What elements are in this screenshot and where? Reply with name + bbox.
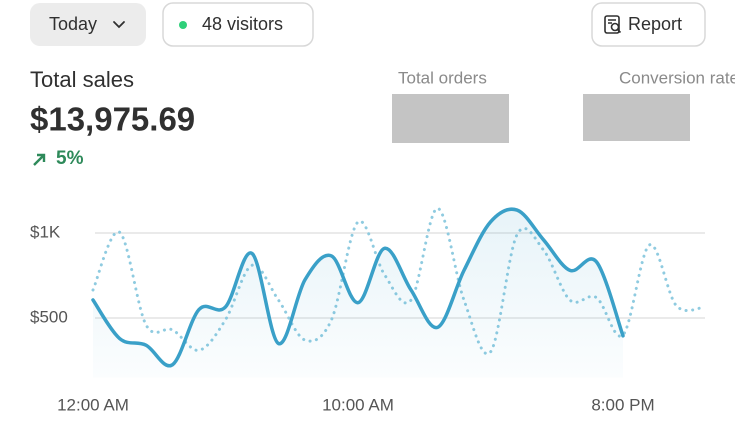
report-button[interactable]: Report xyxy=(591,2,706,47)
y-tick-label: $1K xyxy=(30,222,61,241)
date-button[interactable]: Today xyxy=(30,3,146,46)
trend-arrow xyxy=(33,153,46,166)
redacted-value xyxy=(392,94,509,143)
metric-label: Total orders xyxy=(398,68,487,87)
date-label: Today xyxy=(49,14,97,34)
visitors-label: 48 visitors xyxy=(202,14,283,34)
line xyxy=(91,207,625,368)
x-tick-label: 8:00 PM xyxy=(591,395,654,414)
x-tick-label: 12:00 AM xyxy=(57,395,129,414)
visitors-button[interactable]: 48 visitors xyxy=(162,2,314,47)
report-label: Report xyxy=(628,14,682,34)
chevron xyxy=(113,21,125,29)
live-dot xyxy=(179,21,187,29)
x-tick-label: 10:00 AM xyxy=(322,395,394,414)
metric-label: Conversion rate xyxy=(619,68,735,87)
metric-change: 5% xyxy=(56,148,84,169)
redacted-value xyxy=(583,94,690,141)
metric-label: Total sales xyxy=(30,67,134,92)
report-icon xyxy=(604,15,622,34)
metric-value: $13,975.69 xyxy=(30,101,195,138)
y-tick-label: $500 xyxy=(30,307,68,326)
area xyxy=(93,209,623,378)
